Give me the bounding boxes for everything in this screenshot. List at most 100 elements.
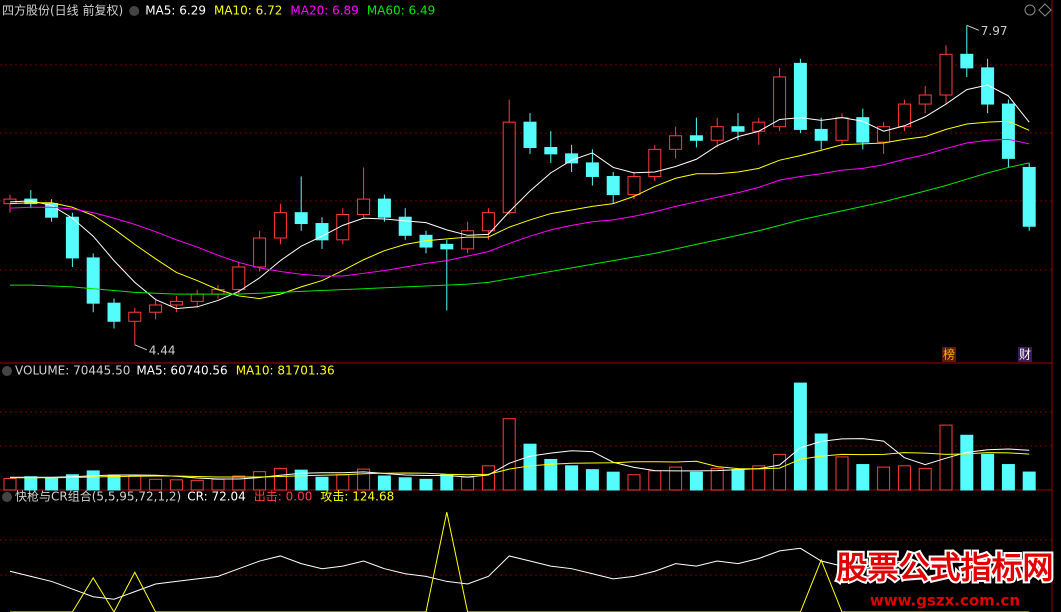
volume-bar <box>232 475 246 491</box>
volume-bar <box>523 443 537 491</box>
candle-body <box>461 230 475 250</box>
volume-bar <box>45 477 59 491</box>
candle-body <box>128 311 142 322</box>
volume-bar <box>897 465 911 491</box>
volume-bar <box>419 478 433 491</box>
collapse-icon <box>129 6 140 16</box>
marker[interactable]: 财 <box>1019 348 1031 362</box>
volume-bar <box>169 479 183 491</box>
volume-bar <box>793 382 807 491</box>
volume-bar <box>773 453 787 491</box>
legend-item: 出击: 0.00 <box>254 490 313 504</box>
candle-body <box>773 76 787 128</box>
volume-bar <box>669 466 683 491</box>
volume-bar <box>211 478 225 491</box>
candle-body <box>731 126 745 132</box>
candle-body <box>149 304 163 313</box>
candle-body <box>918 94 932 105</box>
volume-bar <box>877 466 891 491</box>
indicator-line <box>10 452 1030 479</box>
markers: 榜 财 <box>942 347 1032 362</box>
high-annotation: 7.97 <box>981 24 1008 38</box>
candle-body <box>211 289 225 295</box>
panel-title: VOLUME: 70445.50 <box>15 364 130 378</box>
candle-body <box>960 53 974 69</box>
candle-body <box>627 175 641 196</box>
volume-bar <box>294 469 308 491</box>
plot-area: 7.97 4.44 <box>3 24 1036 612</box>
volume-bar <box>648 470 662 491</box>
panel-title: 快枪与CR组合(5,5,95,72,1,2) <box>15 489 181 504</box>
volume-bar <box>606 471 620 491</box>
volume-bar <box>710 467 724 491</box>
candle-body <box>86 257 100 304</box>
indicator-line <box>9 138 1030 277</box>
legend-item: 攻击: 124.68 <box>320 490 394 504</box>
volume-bar <box>814 433 828 491</box>
candle-body <box>856 117 870 143</box>
volume-bar <box>398 477 412 491</box>
candle-body <box>315 223 329 241</box>
volume-bar <box>107 474 121 491</box>
volume-bar <box>939 424 953 491</box>
candle-body <box>710 126 724 141</box>
collapse-icon <box>2 492 12 502</box>
volume-bar <box>273 467 287 491</box>
watermark-url: www.gszx.com.cn <box>870 592 1020 610</box>
volume-bar <box>627 474 641 491</box>
volume-bar <box>1001 464 1015 491</box>
volume-bar <box>856 464 870 491</box>
candle-body <box>835 117 849 141</box>
candle-body <box>606 175 620 196</box>
annotation-leader <box>134 344 147 351</box>
collapse-icon <box>2 366 12 376</box>
volume-bar <box>565 465 579 491</box>
headers: 四方股份(日线 前复权) MA5: 6.29 MA10: 6.72 MA20: 6.8… <box>2 3 1052 504</box>
volume-bar <box>981 453 995 491</box>
indicator-line <box>9 120 1030 300</box>
legend-item: MA5: 60740.56 <box>136 364 227 378</box>
candle-body <box>190 293 204 302</box>
volume-bar <box>86 470 100 491</box>
candle-body <box>502 121 516 214</box>
candle-body <box>232 266 246 291</box>
settings-icon[interactable] <box>1024 4 1036 16</box>
watermark-title: 股票公式指标网 <box>837 551 1054 587</box>
candle-body <box>752 121 766 132</box>
volume-bar <box>689 471 703 491</box>
volume-bar <box>461 476 475 491</box>
volume-bar <box>502 418 516 491</box>
candle-body <box>793 62 807 130</box>
candle-body <box>689 135 703 141</box>
candle-body <box>648 148 662 177</box>
volume-bar <box>377 475 391 491</box>
expand-icon[interactable] <box>1038 3 1052 17</box>
indicator-line <box>9 84 1030 310</box>
volume-bar <box>835 456 849 491</box>
volume-bar <box>190 479 204 491</box>
volume-bar <box>1022 471 1036 491</box>
volume-bar <box>918 467 932 491</box>
marker[interactable]: 榜 <box>943 347 955 362</box>
volume-bar <box>253 471 267 491</box>
indicator-line <box>9 547 1030 600</box>
volume-bar <box>544 458 558 491</box>
volume-bar <box>336 474 350 491</box>
volume-bar <box>752 465 766 491</box>
candle-body <box>897 103 911 128</box>
volume-bar <box>128 475 142 491</box>
annotation-leader <box>966 24 979 31</box>
volume-bar <box>440 474 454 491</box>
candle-body <box>336 213 350 241</box>
legend-item: MA10: 81701.36 <box>236 364 335 378</box>
volume-bar <box>960 434 974 491</box>
candle-body <box>814 128 828 141</box>
candle-body <box>939 53 953 96</box>
volume-bar <box>585 469 599 491</box>
candle-body <box>1001 103 1015 159</box>
volume-bar <box>149 478 163 491</box>
watermark: 股票公式指标网 www.gszx.com.cn <box>835 549 1056 610</box>
volume-bar <box>65 474 79 491</box>
